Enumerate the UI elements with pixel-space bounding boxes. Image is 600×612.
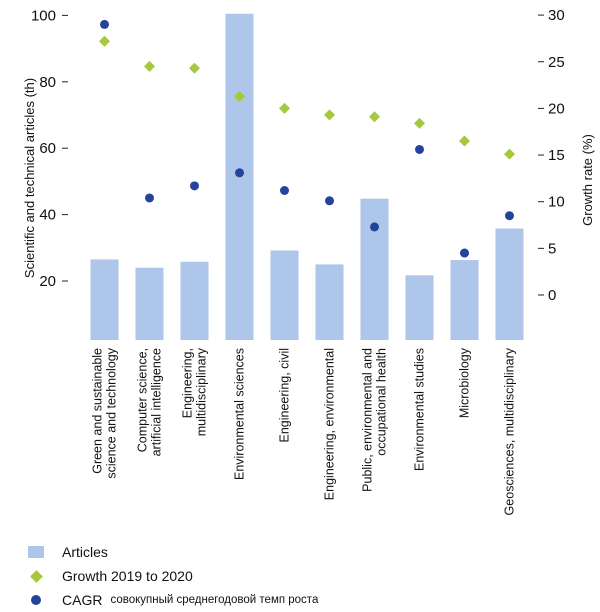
category-label: Public, environmental andoccupational he… bbox=[361, 348, 389, 492]
category-labels: Green and sustainablescience and technol… bbox=[91, 347, 517, 515]
category-label-line: Environmental sciences bbox=[233, 348, 247, 480]
bar-articles bbox=[135, 267, 164, 340]
point-growth bbox=[234, 90, 245, 102]
markers bbox=[99, 19, 515, 258]
bar-articles bbox=[495, 228, 524, 340]
bars bbox=[90, 13, 524, 341]
category-label: Engineering, civil bbox=[278, 348, 292, 443]
y2-tick-label: 20 bbox=[548, 100, 565, 117]
y-tick-label: 60 bbox=[39, 140, 56, 157]
point-cagr bbox=[370, 222, 379, 232]
category-label: Engineering,multidisciplinary bbox=[181, 347, 209, 436]
y2-tick-label: 10 bbox=[548, 194, 565, 211]
point-cagr bbox=[190, 181, 199, 191]
y-tick-label: 20 bbox=[39, 273, 56, 290]
y2-tick-label: 25 bbox=[548, 54, 565, 71]
bar-articles bbox=[450, 260, 479, 340]
point-growth bbox=[144, 60, 155, 72]
category-label: Computer science,artificial intelligence bbox=[136, 348, 164, 456]
y-tick-label: 80 bbox=[39, 74, 56, 91]
point-cagr bbox=[505, 211, 514, 221]
y-axis-title: Scientific and technical articles (th) bbox=[22, 78, 37, 278]
point-growth bbox=[99, 35, 110, 47]
point-growth bbox=[369, 111, 380, 123]
y2-axis-title: Growth rate (%) bbox=[580, 134, 595, 226]
y2-tick-label: 30 bbox=[548, 7, 565, 24]
legend: Articles Growth 2019 to 2020 CAGR совоку… bbox=[20, 540, 318, 612]
category-label: Engineering, environmental bbox=[323, 348, 337, 500]
category-label-line: occupational health bbox=[375, 348, 389, 456]
category-label: Environmental sciences bbox=[233, 348, 247, 480]
bar-articles bbox=[405, 275, 434, 340]
cagr-swatch bbox=[31, 595, 41, 605]
point-cagr bbox=[145, 193, 154, 203]
legend-item-cagr: CAGR совокупный среднегодовой темп роста bbox=[20, 588, 318, 612]
y-tick-label: 100 bbox=[31, 7, 56, 24]
point-cagr bbox=[325, 196, 334, 206]
y2-tick-label: 15 bbox=[548, 147, 565, 164]
point-growth bbox=[414, 117, 425, 129]
category-label-line: Geosciences, multidisciplinary bbox=[503, 347, 517, 515]
category-label-line: Microbiology bbox=[458, 347, 472, 418]
y2-tick-label: 5 bbox=[548, 240, 556, 257]
point-growth bbox=[189, 62, 200, 74]
category-label-line: Engineering, environmental bbox=[323, 348, 337, 500]
bar-articles bbox=[315, 264, 344, 340]
category-label-line: Environmental studies bbox=[413, 348, 427, 471]
bar-articles bbox=[180, 261, 209, 340]
bar-articles bbox=[270, 250, 299, 340]
category-label-line: Computer science, bbox=[136, 348, 150, 452]
legend-item-articles: Articles bbox=[20, 540, 318, 564]
point-cagr bbox=[460, 248, 469, 258]
category-label-line: Engineering, bbox=[181, 348, 195, 418]
category-label: Environmental studies bbox=[413, 348, 427, 471]
point-cagr bbox=[415, 144, 424, 154]
category-label: Microbiology bbox=[458, 347, 472, 418]
category-label: Green and sustainablescience and technol… bbox=[91, 347, 119, 478]
category-label: Geosciences, multidisciplinary bbox=[503, 347, 517, 515]
chart: 20 40 60 80 100 0 5 10 15 20 25 30 Green and susta… bbox=[22, 7, 595, 515]
legend-label-growth: Growth 2019 to 2020 bbox=[62, 568, 193, 584]
y-tick-label: 40 bbox=[39, 207, 56, 224]
growth-swatch bbox=[29, 569, 43, 583]
left-axis: 20 40 60 80 100 bbox=[31, 7, 68, 290]
legend-label-articles: Articles bbox=[62, 544, 108, 560]
legend-item-growth: Growth 2019 to 2020 bbox=[20, 564, 318, 588]
bar-articles bbox=[360, 198, 389, 340]
point-cagr bbox=[235, 168, 244, 178]
category-label-line: artificial intelligence bbox=[150, 348, 164, 456]
legend-label-cagr: CAGR bbox=[62, 592, 103, 608]
point-growth bbox=[324, 109, 335, 121]
right-axis: 0 5 10 15 20 25 30 bbox=[538, 7, 565, 304]
legend-note-cagr: совокупный среднегодовой темп роста bbox=[110, 594, 319, 606]
point-cagr bbox=[100, 19, 109, 29]
articles-swatch bbox=[28, 546, 44, 558]
y2-tick-label: 0 bbox=[548, 287, 556, 304]
category-label-line: science and technology bbox=[105, 347, 119, 478]
point-growth bbox=[459, 135, 470, 147]
category-label-line: Public, environmental and bbox=[361, 348, 375, 492]
point-growth bbox=[504, 148, 515, 160]
bar-articles bbox=[90, 259, 119, 340]
category-label-line: Green and sustainable bbox=[91, 348, 105, 474]
point-growth bbox=[279, 102, 290, 114]
point-cagr bbox=[280, 186, 289, 196]
category-label-line: Engineering, civil bbox=[278, 348, 292, 443]
category-label-line: multidisciplinary bbox=[195, 347, 209, 436]
